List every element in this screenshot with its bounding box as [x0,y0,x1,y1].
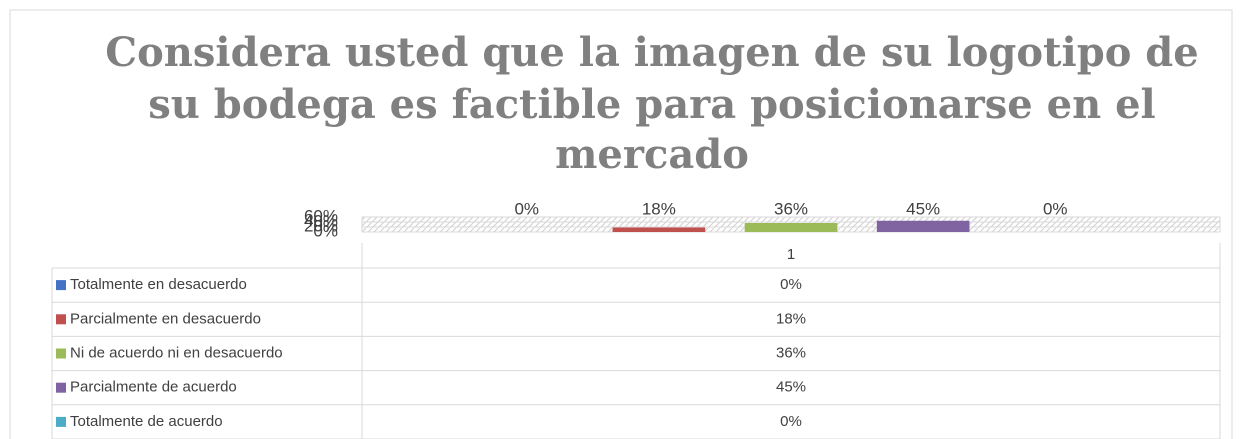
legend-label: Totalmente de acuerdo [70,413,223,430]
data-label: 0% [514,199,539,218]
data-label: 0% [1043,199,1068,218]
bar [612,227,706,232]
table-value: 0% [780,276,802,293]
chart-title-line: su bodega es factible para posicionarse … [148,81,1155,128]
table-value: 45% [776,379,806,396]
data-label: 36% [774,199,808,218]
legend-swatch [56,382,66,393]
table-value: 18% [776,310,806,327]
y-tick-label: 0% [313,221,338,240]
data-label: 45% [906,199,940,218]
table-value: 0% [780,413,802,430]
data-label: 18% [642,199,676,218]
bar [744,223,838,232]
legend-label: Ni de acuerdo ni en desacuerdo [70,344,283,361]
chart-title-line: Considera usted que la imagen de su logo… [105,29,1198,76]
bar [876,220,970,232]
x-tick-label: 1 [787,246,795,263]
legend-swatch [56,280,66,291]
y-tick-label: 60% [304,206,338,225]
legend-label: Parcialmente de acuerdo [70,379,237,396]
y-tick-label: 20% [304,216,338,235]
y-tick-label: 40% [304,211,338,230]
chart-title-line: mercado [555,131,749,178]
legend-swatch [56,314,66,325]
table-value: 36% [776,344,806,361]
legend-label: Totalmente en desacuerdo [70,276,247,293]
legend-label: Parcialmente en desacuerdo [70,310,261,327]
legend-swatch [56,416,66,427]
legend-swatch [56,348,66,359]
